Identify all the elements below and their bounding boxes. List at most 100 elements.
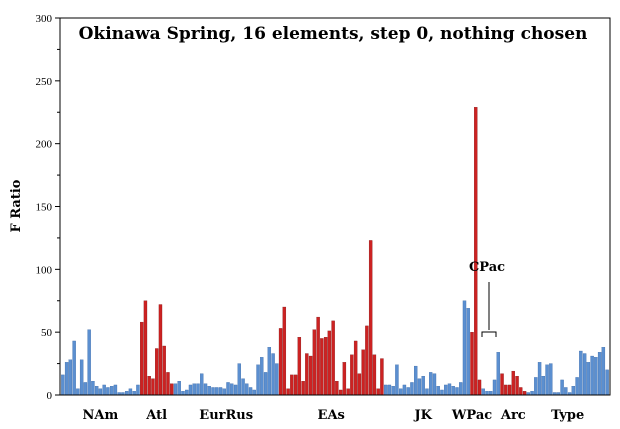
- bar-eurrus: [233, 384, 238, 396]
- bar-jk: [387, 384, 392, 396]
- bar-eas: [380, 358, 384, 396]
- bar-arc: [500, 373, 504, 396]
- bar-eas: [282, 306, 287, 396]
- bar-jk: [421, 375, 425, 396]
- bar-eurrus: [188, 384, 193, 396]
- bar-jk: [455, 387, 459, 396]
- bar-nam: [113, 384, 118, 396]
- bar-eurrus: [256, 364, 260, 396]
- bar-type: [575, 377, 579, 396]
- bar-nam: [87, 329, 91, 396]
- bar-eas: [338, 389, 343, 396]
- bar-eas: [350, 354, 354, 396]
- bar-jk: [429, 372, 433, 396]
- bar-type: [597, 352, 602, 396]
- bar-eas: [320, 338, 324, 396]
- bar-eurrus: [200, 373, 204, 396]
- bar-type: [541, 375, 546, 396]
- bar-arc: [504, 384, 508, 396]
- bar-atl: [140, 321, 144, 396]
- bar-jk: [432, 373, 437, 396]
- bar-jk: [402, 384, 407, 396]
- bar-nam: [102, 384, 106, 396]
- bar-eas: [293, 374, 298, 396]
- bar-eurrus: [222, 388, 226, 396]
- bar-eurrus: [245, 383, 249, 396]
- bar-jk: [436, 386, 440, 396]
- bar-eurrus: [226, 382, 230, 396]
- bar-nam: [64, 362, 69, 396]
- bar-cpac: [489, 391, 493, 396]
- y-tick-label: 50: [41, 327, 53, 339]
- bar-jk: [410, 382, 414, 396]
- chart-title: Okinawa Spring, 16 elements, step 0, not…: [79, 24, 588, 44]
- bar-cpac: [492, 379, 497, 396]
- bar-eurrus: [207, 386, 211, 396]
- bar-eurrus: [260, 357, 264, 396]
- bar-jk: [417, 378, 422, 396]
- bar-nam: [106, 387, 110, 396]
- bar-type: [594, 357, 598, 396]
- bar-atl: [147, 375, 151, 396]
- y-tick-label: 250: [36, 76, 53, 88]
- bar-eurrus: [215, 387, 219, 396]
- bar-jk: [451, 386, 455, 396]
- bar-eas: [323, 337, 328, 396]
- bar-nam: [132, 391, 136, 396]
- bar-nam: [91, 381, 95, 396]
- bar-atl: [158, 304, 163, 396]
- group-label-arc: Arc: [500, 408, 526, 423]
- y-tick-label: 200: [36, 139, 53, 151]
- bar-eas: [286, 388, 290, 396]
- bar-cpac: [481, 388, 485, 396]
- bar-eurrus: [237, 363, 241, 396]
- bar-nam: [68, 359, 73, 396]
- bar-eas: [376, 388, 380, 396]
- bar-nam: [128, 388, 133, 396]
- bar-type: [537, 362, 542, 396]
- bar-jk: [440, 389, 444, 396]
- bar-arc: [507, 384, 512, 396]
- bar-nam: [125, 391, 129, 396]
- bar-jk: [414, 365, 418, 396]
- bar-atl: [170, 383, 174, 396]
- bar-eurrus: [203, 383, 208, 396]
- bar-type: [586, 362, 591, 396]
- bar-type: [590, 355, 594, 396]
- bar-eas: [278, 328, 283, 396]
- cpac-annotation: CPac: [469, 260, 505, 337]
- bar-eurrus: [275, 363, 279, 396]
- bar-nam: [98, 388, 103, 396]
- bar-eas: [353, 340, 358, 396]
- bar-eas: [301, 381, 305, 396]
- bar-jk: [444, 384, 448, 396]
- y-tick-label: 100: [36, 264, 53, 276]
- bar-eas: [342, 362, 347, 396]
- bar-jk: [459, 382, 463, 396]
- bar-eurrus: [252, 389, 256, 396]
- y-axis-label: F Ratio: [9, 179, 24, 232]
- bar-nam: [94, 386, 99, 396]
- bar-type: [560, 379, 564, 396]
- bar-type: [530, 391, 534, 396]
- bar-eas: [327, 330, 332, 396]
- bar-jk: [398, 388, 403, 396]
- bar-eurrus: [181, 391, 185, 396]
- bar-eurrus: [218, 387, 223, 396]
- bar-jk: [425, 388, 429, 396]
- y-axis: 0 50 100 150 200 250 300: [36, 13, 60, 402]
- bar-eurrus: [185, 389, 189, 396]
- bar-eas: [368, 240, 373, 396]
- bar-wpac-red: [474, 107, 478, 396]
- bar-jk: [383, 384, 388, 396]
- group-label-eas: EAs: [318, 408, 345, 423]
- bar-type: [534, 377, 538, 396]
- bar-nam: [72, 340, 76, 396]
- bar-jk: [447, 383, 452, 396]
- bar-eurrus: [230, 383, 234, 396]
- group-label-wpac: WPac: [451, 408, 492, 423]
- bar-atl: [162, 345, 166, 396]
- bar-nam: [61, 374, 65, 396]
- y-tick-label: 300: [36, 13, 53, 25]
- bar-arc: [511, 370, 515, 396]
